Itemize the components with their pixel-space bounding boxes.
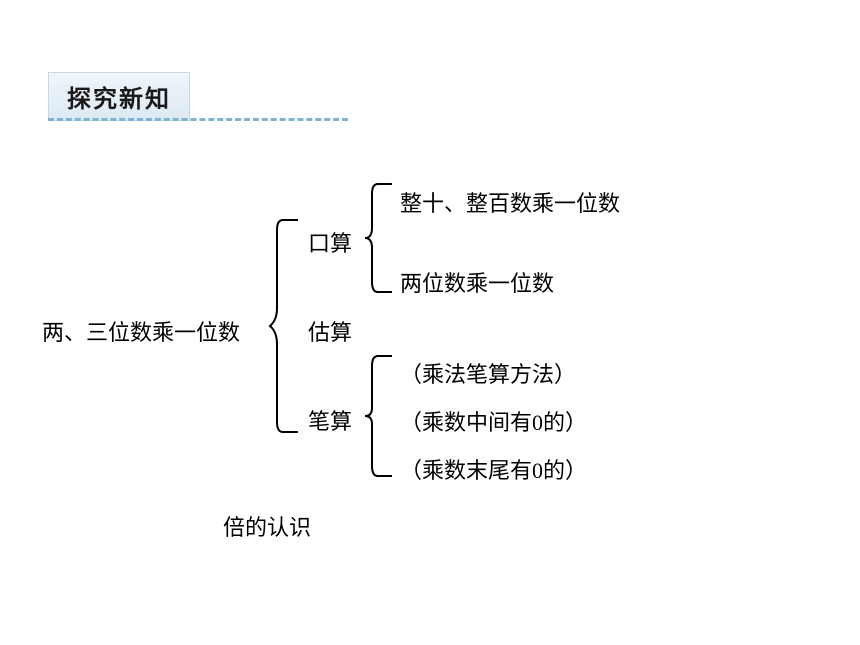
bracket-main	[270, 220, 283, 432]
bisuan-child-1: （乘数中间有0的）	[400, 405, 587, 437]
level1-gusuan: 估算	[308, 315, 352, 347]
bracket-bisuan	[365, 356, 378, 476]
level1-kousuan: 口算	[308, 226, 352, 258]
bracket-kousuan	[365, 184, 378, 292]
kousuan-child-0: 整十、整百数乘一位数	[400, 186, 620, 218]
kousuan-child-1: 两位数乘一位数	[400, 266, 554, 298]
bisuan-child-2: （乘数末尾有0的）	[400, 453, 587, 485]
bisuan-child-0: （乘法笔算方法）	[400, 357, 576, 389]
bottom-text: 倍的认识	[223, 510, 311, 542]
root-label: 两、三位数乘一位数	[42, 315, 240, 347]
level1-bisuan: 笔算	[308, 404, 352, 436]
